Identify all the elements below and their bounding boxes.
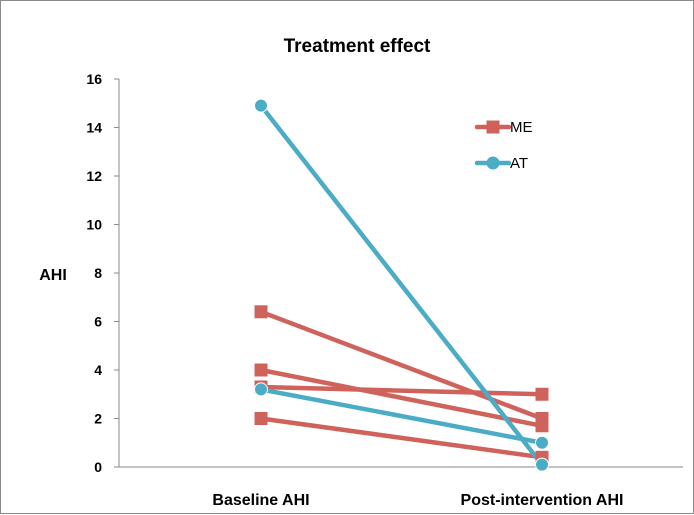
data-point-me (254, 412, 268, 425)
series-line-me (258, 384, 545, 397)
series-line-at (258, 387, 545, 445)
data-point-at (254, 98, 268, 113)
data-point-me (535, 387, 549, 401)
y-tick-label: 6 (94, 314, 102, 330)
y-tick-label: 16 (86, 71, 102, 87)
series-line-at (258, 103, 545, 467)
legend-marker (486, 120, 500, 134)
y-tick-label: 12 (86, 168, 102, 184)
y-tick-label: 10 (86, 217, 102, 233)
data-point-me (254, 305, 268, 319)
legend-marker (486, 156, 500, 170)
legend-item-me: ME (474, 119, 533, 136)
legend-item-at: AT (474, 155, 528, 172)
y-axis-label: AHI (39, 267, 67, 284)
y-tick-label: 14 (86, 120, 102, 136)
y-tick-label: 0 (94, 459, 102, 475)
data-point-at (535, 457, 549, 472)
x-category-label: Post-intervention AHI (461, 492, 624, 509)
data-point-me (535, 419, 549, 433)
y-tick-label: 2 (94, 411, 102, 427)
chart-title: Treatment effect (284, 36, 431, 57)
series-line-me (258, 309, 545, 421)
legend-label: AT (510, 155, 528, 172)
legend-label: ME (510, 119, 533, 136)
series-line-me (258, 367, 545, 429)
y-tick-label: 8 (94, 265, 102, 281)
data-point-at (254, 382, 268, 397)
x-category-label: Baseline AHI (212, 492, 309, 509)
data-point-me (254, 363, 268, 377)
data-point-at (535, 435, 549, 450)
series-line-me (258, 416, 545, 460)
y-tick-label: 4 (94, 362, 102, 378)
